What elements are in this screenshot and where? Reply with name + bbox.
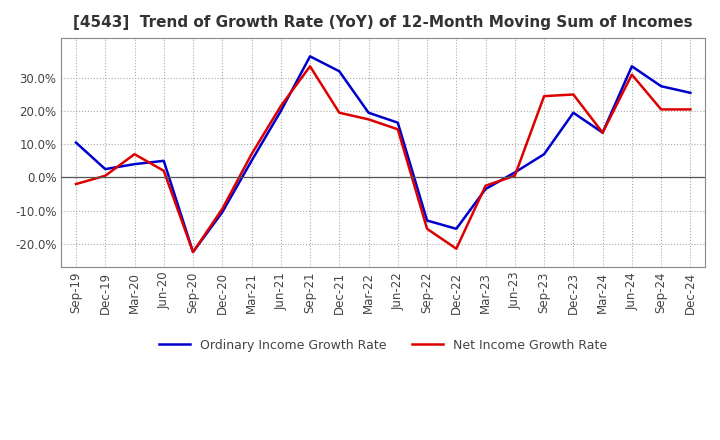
Net Income Growth Rate bbox=[306, 64, 315, 69]
Ordinary Income Growth Rate bbox=[510, 170, 519, 175]
Ordinary Income Growth Rate bbox=[72, 140, 81, 145]
Ordinary Income Growth Rate bbox=[423, 218, 431, 223]
Ordinary Income Growth Rate bbox=[335, 69, 343, 74]
Ordinary Income Growth Rate bbox=[657, 84, 665, 89]
Title: [4543]  Trend of Growth Rate (YoY) of 12-Month Moving Sum of Incomes: [4543] Trend of Growth Rate (YoY) of 12-… bbox=[73, 15, 693, 30]
Ordinary Income Growth Rate bbox=[218, 209, 227, 215]
Ordinary Income Growth Rate bbox=[569, 110, 577, 115]
Net Income Growth Rate bbox=[159, 168, 168, 173]
Net Income Growth Rate bbox=[510, 173, 519, 178]
Line: Ordinary Income Growth Rate: Ordinary Income Growth Rate bbox=[76, 56, 690, 252]
Net Income Growth Rate bbox=[452, 246, 461, 251]
Net Income Growth Rate bbox=[101, 173, 109, 178]
Ordinary Income Growth Rate bbox=[598, 130, 607, 135]
Net Income Growth Rate bbox=[218, 206, 227, 212]
Net Income Growth Rate bbox=[569, 92, 577, 97]
Net Income Growth Rate bbox=[247, 151, 256, 157]
Net Income Growth Rate bbox=[540, 94, 549, 99]
Net Income Growth Rate bbox=[276, 103, 285, 109]
Ordinary Income Growth Rate bbox=[276, 108, 285, 114]
Ordinary Income Growth Rate bbox=[364, 110, 373, 115]
Ordinary Income Growth Rate bbox=[540, 151, 549, 157]
Ordinary Income Growth Rate bbox=[394, 120, 402, 125]
Net Income Growth Rate bbox=[686, 107, 695, 112]
Net Income Growth Rate bbox=[335, 110, 343, 115]
Net Income Growth Rate bbox=[394, 127, 402, 132]
Ordinary Income Growth Rate bbox=[130, 161, 139, 167]
Ordinary Income Growth Rate bbox=[189, 249, 197, 255]
Net Income Growth Rate bbox=[628, 72, 636, 77]
Ordinary Income Growth Rate bbox=[159, 158, 168, 164]
Ordinary Income Growth Rate bbox=[452, 226, 461, 231]
Net Income Growth Rate bbox=[72, 181, 81, 187]
Net Income Growth Rate bbox=[189, 249, 197, 255]
Ordinary Income Growth Rate bbox=[101, 166, 109, 172]
Net Income Growth Rate bbox=[364, 117, 373, 122]
Ordinary Income Growth Rate bbox=[247, 158, 256, 164]
Ordinary Income Growth Rate bbox=[686, 90, 695, 95]
Net Income Growth Rate bbox=[657, 107, 665, 112]
Legend: Ordinary Income Growth Rate, Net Income Growth Rate: Ordinary Income Growth Rate, Net Income … bbox=[154, 334, 612, 357]
Line: Net Income Growth Rate: Net Income Growth Rate bbox=[76, 66, 690, 252]
Ordinary Income Growth Rate bbox=[306, 54, 315, 59]
Net Income Growth Rate bbox=[598, 130, 607, 135]
Ordinary Income Growth Rate bbox=[628, 64, 636, 69]
Net Income Growth Rate bbox=[130, 151, 139, 157]
Net Income Growth Rate bbox=[423, 226, 431, 231]
Ordinary Income Growth Rate bbox=[481, 187, 490, 192]
Net Income Growth Rate bbox=[481, 183, 490, 188]
